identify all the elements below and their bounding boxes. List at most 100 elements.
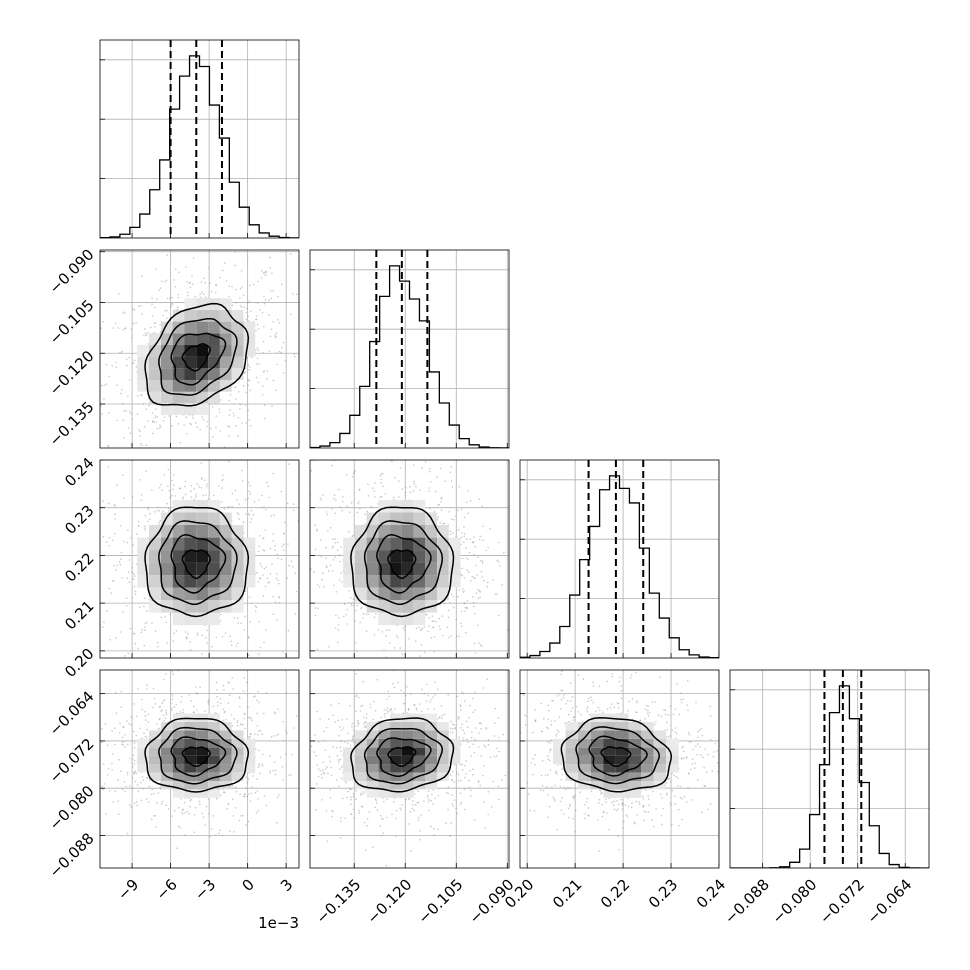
scatter-point xyxy=(254,605,256,607)
panel-content xyxy=(100,670,299,868)
scatter-point xyxy=(250,356,253,359)
scatter-point xyxy=(170,305,172,308)
scatter-point xyxy=(105,383,108,386)
scatter-point xyxy=(219,430,222,432)
density-cell xyxy=(425,738,437,748)
scatter-point xyxy=(392,496,395,499)
density-cell xyxy=(208,600,220,613)
scatter-point xyxy=(477,780,480,782)
scatter-point xyxy=(258,621,261,623)
scatter-point xyxy=(166,642,169,644)
scatter-point xyxy=(397,681,399,684)
scatter-point xyxy=(270,515,273,517)
density-cell xyxy=(219,764,232,773)
scatter-point xyxy=(115,361,117,364)
scatter-point xyxy=(263,370,266,372)
density-cell xyxy=(149,730,161,739)
scatter-point xyxy=(464,610,466,612)
density-cell xyxy=(378,512,391,525)
scatter-point xyxy=(320,539,322,541)
scatter-point xyxy=(161,709,163,711)
scatter-point xyxy=(141,698,143,701)
density-cell xyxy=(172,600,185,613)
density-cell xyxy=(160,525,173,538)
scatter-point xyxy=(323,585,325,588)
density-cell xyxy=(160,537,173,551)
density-cell xyxy=(149,747,161,756)
scatter-point xyxy=(260,565,263,568)
scatter-point xyxy=(410,693,412,695)
scatter-point xyxy=(134,593,137,595)
scatter-point xyxy=(184,631,187,633)
scatter-point xyxy=(196,692,199,695)
scatter-point xyxy=(158,521,161,524)
density-cell xyxy=(196,772,209,781)
scatter-point xyxy=(349,705,351,707)
scatter-point xyxy=(326,565,328,567)
density-cell xyxy=(390,713,402,722)
scatter-point xyxy=(332,559,335,561)
scatter-point xyxy=(381,631,383,633)
scatter-point xyxy=(321,776,324,779)
scatter-point xyxy=(272,770,275,772)
scatter-point xyxy=(468,704,471,707)
scatter-point xyxy=(256,790,259,792)
scatter-point xyxy=(118,758,120,761)
scatter-point xyxy=(184,480,187,483)
scatter-point xyxy=(314,548,317,551)
density-cell xyxy=(160,764,173,773)
scatter-point xyxy=(190,700,192,702)
scatter-point xyxy=(277,708,279,710)
scatter-point xyxy=(117,800,120,802)
density-cell xyxy=(184,356,197,369)
scatter-point xyxy=(263,712,265,715)
scatter-point xyxy=(100,327,102,329)
scatter-point xyxy=(257,328,260,330)
scatter-point xyxy=(431,793,433,796)
scatter-point xyxy=(192,417,195,420)
scatter-point xyxy=(440,509,443,512)
scatter-point xyxy=(227,803,230,805)
scatter-point xyxy=(344,741,346,744)
scatter-point xyxy=(133,759,136,762)
scatter-point xyxy=(145,719,147,721)
density-cell xyxy=(196,391,209,404)
scatter-point xyxy=(262,549,264,551)
scatter-point xyxy=(556,729,559,732)
panel-content xyxy=(520,670,719,868)
density-cell xyxy=(184,550,197,563)
scatter-point xyxy=(379,475,382,477)
scatter-point xyxy=(140,781,142,784)
scatter-point xyxy=(400,809,402,811)
scatter-point xyxy=(248,654,250,656)
panel-frame xyxy=(99,459,300,659)
scatter-point xyxy=(261,574,264,576)
scatter-point xyxy=(463,516,466,519)
scatter-point xyxy=(257,809,260,812)
scatter-point xyxy=(666,721,668,724)
scatter-point xyxy=(245,318,247,321)
scatter-point xyxy=(476,574,478,576)
density-cell xyxy=(413,500,426,513)
scatter-point xyxy=(229,830,231,833)
scatter-point xyxy=(437,516,439,519)
density-cell xyxy=(160,380,173,392)
density-cell xyxy=(196,309,209,322)
scatter-point xyxy=(259,646,262,649)
density-cell xyxy=(137,537,149,551)
scatter-point xyxy=(448,511,451,513)
scatter-point xyxy=(223,689,225,691)
scatter-point xyxy=(145,408,148,411)
scatter-point xyxy=(157,506,159,509)
scatter-point xyxy=(473,605,475,608)
scatter-point xyxy=(415,804,417,806)
scatter-point xyxy=(261,312,264,314)
scatter-point xyxy=(132,578,135,580)
density-cell xyxy=(137,575,149,588)
scatter-point xyxy=(167,509,170,512)
scatter-point xyxy=(342,615,345,618)
scatter-point xyxy=(374,710,377,712)
scatter-point xyxy=(415,627,418,630)
scatter-point xyxy=(497,785,500,788)
scatter-point xyxy=(149,518,151,520)
